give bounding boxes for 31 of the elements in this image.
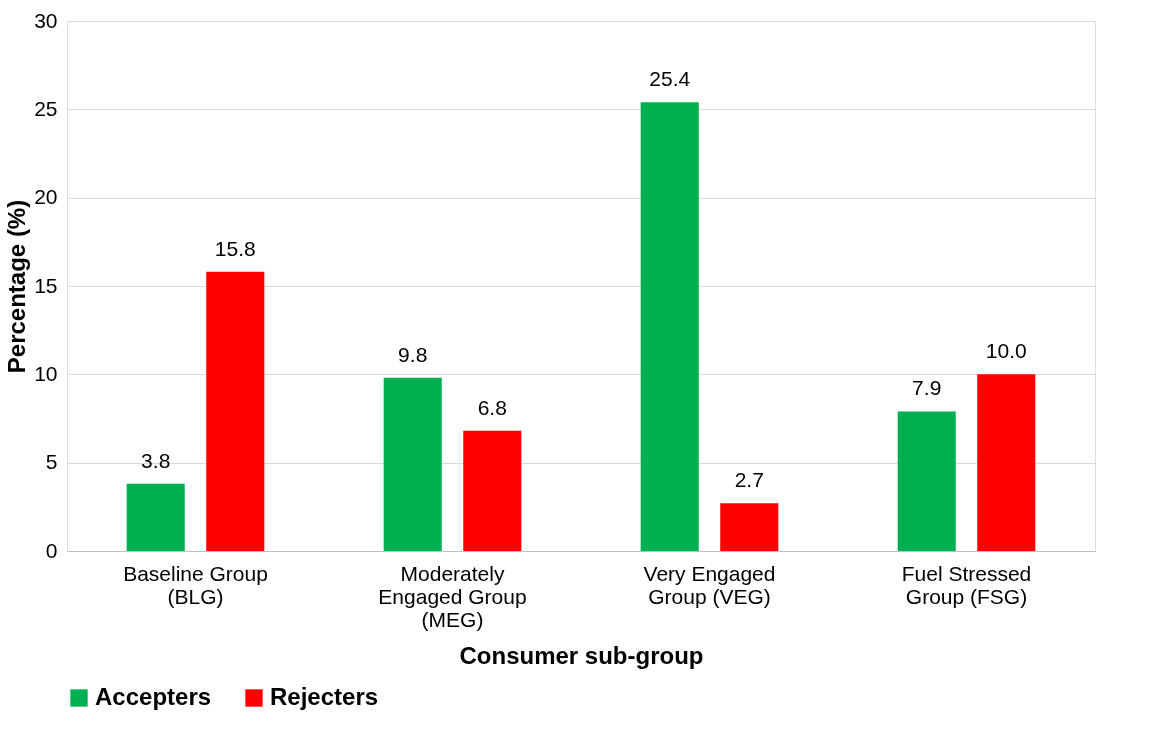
- y-tick-label: 30: [34, 8, 58, 32]
- y-tick-label: 25: [34, 96, 58, 120]
- text: 25.4: [649, 67, 691, 91]
- x-axis-title: Consumer sub-group: [459, 641, 704, 669]
- x-tick-label: Moderately Engaged Group (MEG): [378, 561, 527, 631]
- y-tick-label: 15: [34, 273, 58, 297]
- text: 6.8: [477, 395, 507, 419]
- legend-label: Rejecters: [270, 683, 379, 710]
- bar: [463, 430, 522, 551]
- x-tick-label: Fuel Stressed Group (FSG): [901, 561, 1032, 608]
- y-tick-label: 20: [34, 185, 58, 209]
- y-axis-title: Percentage (%): [3, 199, 31, 374]
- bar: [720, 503, 779, 551]
- y-tick-label: 5: [45, 450, 58, 474]
- x-tick-label: Baseline Group (BLG): [123, 561, 268, 608]
- x-tick-label: Very Engaged Group (VEG): [643, 561, 776, 608]
- bar: [977, 374, 1036, 551]
- text: 15.8: [214, 236, 256, 260]
- text: 7.9: [912, 376, 942, 400]
- text: 10.0: [985, 339, 1027, 363]
- y-tick-label: 10: [34, 361, 58, 385]
- bar: [383, 377, 442, 551]
- bar: [897, 411, 956, 551]
- bar: [126, 483, 185, 551]
- y-tick-label: 0: [45, 538, 58, 562]
- bar: [640, 102, 699, 551]
- text: 9.8: [398, 342, 428, 366]
- text: 2.7: [734, 468, 764, 492]
- text: 3.8: [141, 448, 171, 472]
- bar: [206, 271, 265, 551]
- legend-label: Accepters: [95, 683, 212, 710]
